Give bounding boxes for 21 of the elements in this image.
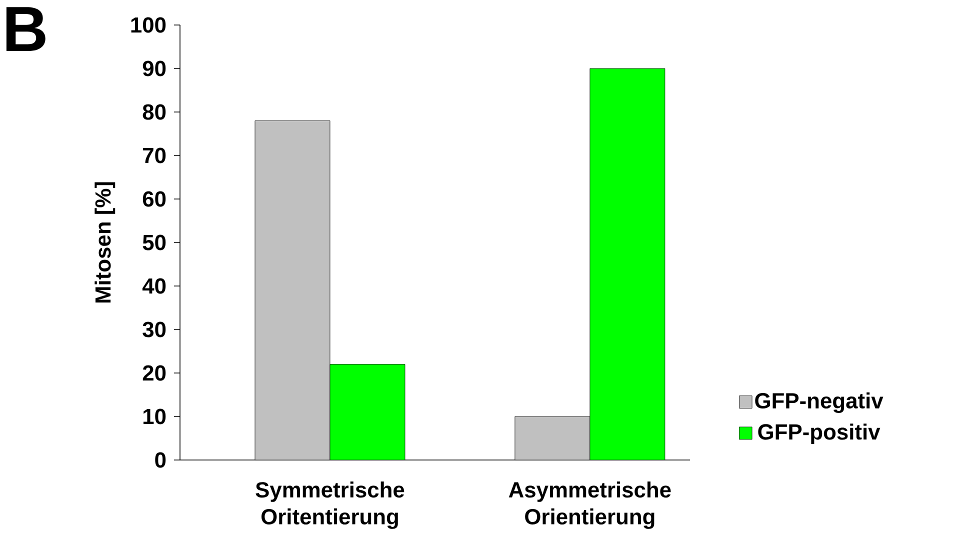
y-tick-label: 70 (143, 148, 166, 164)
y-tick-label: 30 (142, 322, 166, 338)
y-tick-label: 80 (142, 104, 166, 120)
y-tick-label: 20 (142, 365, 166, 381)
y-tick-label: 10 (143, 408, 166, 424)
bar (330, 364, 406, 460)
y-tick-label: 50 (142, 234, 166, 250)
y-tick-label: 90 (142, 60, 166, 76)
bar (590, 68, 666, 460)
y-tick-label: 40 (142, 278, 166, 294)
x-tick-label: Symmetrische Oritentierung (256, 481, 404, 529)
bar (254, 120, 330, 460)
y-tick-label: 60 (142, 191, 166, 207)
bar (514, 416, 590, 460)
text: B (6, 7, 46, 52)
y-axis-title: Mitosen [%] (94, 182, 116, 303)
y-tick-label: 100 (131, 17, 166, 33)
legend-label: GFP-negativ (755, 392, 884, 413)
x-tick-label: Asymmetrische Orientierung (508, 481, 671, 529)
legend-label: GFP-positiv (758, 424, 880, 444)
y-tick-label: 0 (155, 452, 166, 468)
